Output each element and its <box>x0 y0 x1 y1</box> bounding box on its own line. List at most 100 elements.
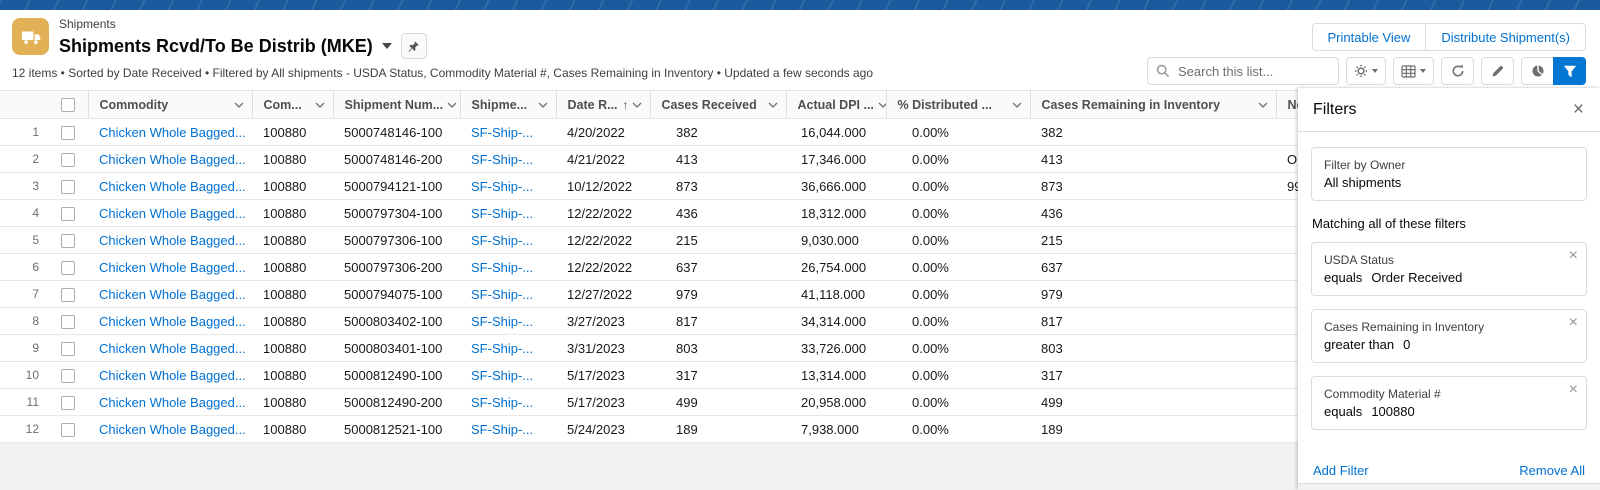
column-header-date-received[interactable]: Date R... ↑ <box>556 90 651 119</box>
filter-by-owner-card[interactable]: Filter by Owner All shipments <box>1311 147 1587 201</box>
shipment-link[interactable]: SF-Ship-... <box>471 259 534 275</box>
column-header-pct-distributed[interactable]: % Distributed ... <box>886 90 1031 119</box>
column-header-commodity[interactable]: Commodity <box>88 90 253 119</box>
column-header-commodity-material[interactable]: Com... <box>252 90 334 119</box>
cases-received-cell: 637 <box>650 253 786 281</box>
filters-button[interactable] <box>1553 57 1586 85</box>
commodity-link[interactable]: Chicken Whole Bagged... <box>99 394 246 410</box>
add-filter-link[interactable]: Add Filter <box>1313 463 1369 478</box>
row-checkbox[interactable] <box>61 287 75 302</box>
row-checkbox-cell <box>55 307 88 335</box>
shipment-link[interactable]: SF-Ship-... <box>471 394 534 410</box>
commodity-link[interactable]: Chicken Whole Bagged... <box>99 340 246 356</box>
shipment-cell: SF-Ship-... <box>460 334 556 362</box>
column-header-shipment-number[interactable]: Shipment Num... <box>333 90 461 119</box>
row-checkbox[interactable] <box>61 341 75 356</box>
row-checkbox[interactable] <box>61 395 75 410</box>
commodity-material-cell: 100880 <box>252 145 333 173</box>
row-checkbox[interactable] <box>61 260 75 275</box>
funnel-icon <box>1563 65 1576 77</box>
shipment-cell: SF-Ship-... <box>460 388 556 416</box>
commodity-link[interactable]: Chicken Whole Bagged... <box>99 367 246 383</box>
remove-filter-icon[interactable]: × <box>1568 314 1578 331</box>
charts-button[interactable] <box>1521 57 1554 85</box>
remove-filter-icon[interactable]: × <box>1568 247 1578 264</box>
commodity-link[interactable]: Chicken Whole Bagged... <box>99 421 246 437</box>
shipment-link[interactable]: SF-Ship-... <box>471 205 534 221</box>
commodity-cell: Chicken Whole Bagged... <box>88 199 252 227</box>
chevron-down-icon[interactable] <box>768 102 778 108</box>
shipment-link[interactable]: SF-Ship-... <box>471 340 534 356</box>
column-header-cases-received[interactable]: Cases Received <box>650 90 787 119</box>
shipment-number-cell: 5000748146-100 <box>333 118 460 146</box>
close-icon[interactable]: × <box>1572 99 1584 120</box>
table-row[interactable]: 12 Chicken Whole Bagged... 100880 500081… <box>0 415 1600 443</box>
display-as-button[interactable] <box>1393 57 1434 85</box>
row-checkbox-cell <box>55 361 88 389</box>
pct-distributed-cell: 0.00% <box>886 415 1030 443</box>
shipment-link[interactable]: SF-Ship-... <box>471 178 534 194</box>
row-checkbox[interactable] <box>61 422 75 437</box>
row-checkbox-cell <box>55 253 88 281</box>
commodity-link[interactable]: Chicken Whole Bagged... <box>99 259 246 275</box>
chevron-down-icon[interactable] <box>878 102 886 108</box>
list-view-dropdown-icon[interactable] <box>381 43 392 49</box>
sort-ascending-icon: ↑ <box>622 97 629 112</box>
shipment-link[interactable]: SF-Ship-... <box>471 313 534 329</box>
shipment-link[interactable]: SF-Ship-... <box>471 124 534 140</box>
row-checkbox-cell <box>55 226 88 254</box>
chevron-down-icon[interactable] <box>234 102 244 108</box>
printable-view-button[interactable]: Printable View <box>1311 23 1427 51</box>
commodity-link[interactable]: Chicken Whole Bagged... <box>99 178 246 194</box>
row-checkbox[interactable] <box>61 152 75 167</box>
pct-distributed-cell: 0.00% <box>886 280 1030 308</box>
cases-received-cell: 189 <box>650 415 786 443</box>
shipment-link[interactable]: SF-Ship-... <box>471 286 534 302</box>
chevron-down-icon[interactable] <box>315 102 325 108</box>
cases-received-cell: 413 <box>650 145 786 173</box>
commodity-link[interactable]: Chicken Whole Bagged... <box>99 286 246 302</box>
date-received-cell: 12/27/2022 <box>556 280 650 308</box>
remove-all-link[interactable]: Remove All <box>1519 463 1585 478</box>
refresh-button[interactable] <box>1441 57 1474 85</box>
list-search <box>1147 57 1339 85</box>
shipment-link[interactable]: SF-Ship-... <box>471 232 534 248</box>
row-checkbox[interactable] <box>61 206 75 221</box>
column-header-shipment[interactable]: Shipme... <box>460 90 557 119</box>
commodity-link[interactable]: Chicken Whole Bagged... <box>99 124 246 140</box>
chevron-down-icon[interactable] <box>538 102 548 108</box>
pin-list-button[interactable] <box>400 33 427 59</box>
chevron-down-icon[interactable] <box>1258 102 1268 108</box>
row-checkbox[interactable] <box>61 314 75 329</box>
commodity-link[interactable]: Chicken Whole Bagged... <box>99 232 246 248</box>
commodity-link[interactable]: Chicken Whole Bagged... <box>99 313 246 329</box>
chevron-down-icon[interactable] <box>447 102 457 108</box>
commodity-link[interactable]: Chicken Whole Bagged... <box>99 151 246 167</box>
remove-filter-icon[interactable]: × <box>1568 381 1578 398</box>
row-number: 12 <box>0 415 55 443</box>
select-all-checkbox[interactable] <box>61 97 75 112</box>
row-checkbox-cell <box>55 199 88 227</box>
commodity-link[interactable]: Chicken Whole Bagged... <box>99 205 246 221</box>
row-checkbox[interactable] <box>61 179 75 194</box>
commodity-cell: Chicken Whole Bagged... <box>88 118 252 146</box>
actual-dpi-cell: 18,312.000 <box>786 199 886 227</box>
shipment-link[interactable]: SF-Ship-... <box>471 367 534 383</box>
row-checkbox[interactable] <box>61 368 75 383</box>
column-header-cases-remaining[interactable]: Cases Remaining in Inventory <box>1030 90 1277 119</box>
row-number: 5 <box>0 226 55 254</box>
search-input[interactable] <box>1147 57 1339 85</box>
filter-item-usda-status[interactable]: × USDA Status equals Order Received <box>1311 242 1587 296</box>
shipment-link[interactable]: SF-Ship-... <box>471 421 534 437</box>
filter-item-cases-remaining[interactable]: × Cases Remaining in Inventory greater t… <box>1311 309 1587 363</box>
column-header-actual-dpi[interactable]: Actual DPI ... <box>786 90 887 119</box>
shipment-link[interactable]: SF-Ship-... <box>471 151 534 167</box>
edit-button[interactable] <box>1481 57 1514 85</box>
row-checkbox[interactable] <box>61 125 75 140</box>
chevron-down-icon[interactable] <box>1012 102 1022 108</box>
filter-item-commodity-material[interactable]: × Commodity Material # equals 100880 <box>1311 376 1587 430</box>
distribute-shipments-button[interactable]: Distribute Shipment(s) <box>1425 23 1586 51</box>
chevron-down-icon[interactable] <box>632 102 642 108</box>
row-checkbox[interactable] <box>61 233 75 248</box>
list-settings-button[interactable] <box>1346 57 1386 85</box>
